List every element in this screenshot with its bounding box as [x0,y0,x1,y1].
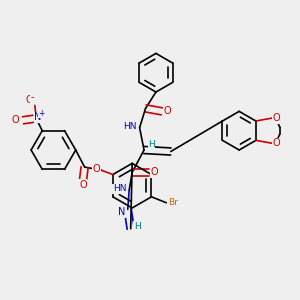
Text: N: N [34,112,41,122]
Text: O: O [11,115,19,125]
Text: O: O [273,138,280,148]
Text: O: O [273,113,280,123]
Text: O: O [92,164,100,175]
Text: -: - [31,92,34,102]
Text: HN: HN [123,122,137,131]
Text: O: O [150,167,158,177]
Text: H: H [148,140,155,148]
Text: Br: Br [168,198,178,207]
Text: N: N [118,207,125,218]
Text: O: O [164,106,171,116]
Text: O: O [79,180,87,190]
Text: O: O [25,95,33,105]
Text: H: H [134,222,141,231]
Text: HN: HN [113,184,126,193]
Text: +: + [38,109,45,118]
